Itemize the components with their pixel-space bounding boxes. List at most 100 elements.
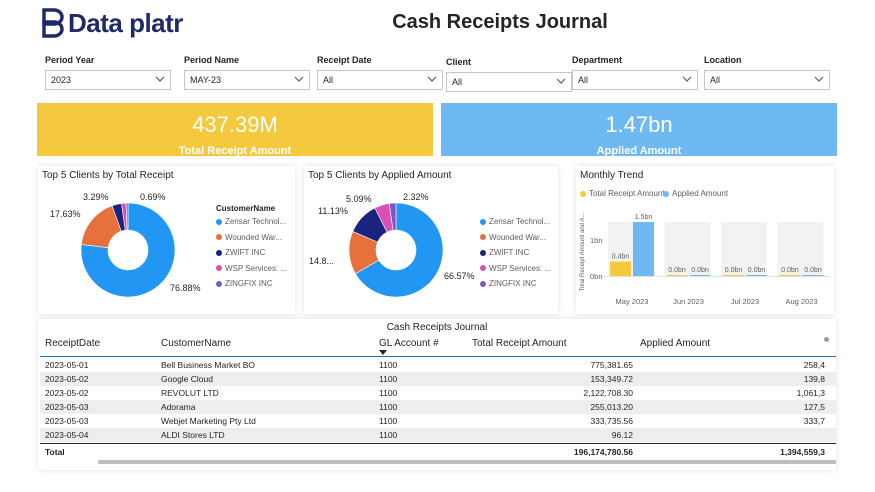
legend-title: CustomerName — [216, 204, 276, 213]
donut-applied-slice-0[interactable] — [355, 202, 444, 298]
bar-applied-amount-2[interactable] — [746, 275, 767, 276]
chevron-down-icon — [682, 76, 692, 82]
bar-total-receipt-amount-2[interactable] — [723, 275, 744, 276]
journal-table: Cash Receipts Journal ReceiptDate Custom… — [38, 319, 836, 470]
legend-swatch — [216, 265, 222, 271]
scroll-indicator[interactable] — [824, 337, 829, 342]
y-axis-title: Total Receipt Amount and A... — [580, 212, 586, 291]
filter-label: Department — [572, 55, 623, 65]
column-header[interactable]: Total Receipt Amount — [472, 338, 567, 349]
table-row[interactable]: 2023-05-03 Adorama 1100 255,013.20 127,5 — [40, 400, 836, 414]
legend-item[interactable]: ZINGFIX INC — [216, 279, 273, 288]
chevron-down-icon — [427, 76, 437, 82]
column-header[interactable]: CustomerName — [161, 338, 232, 349]
legend-item[interactable]: ZWIFT INC — [480, 248, 529, 257]
filter-label: Location — [704, 55, 742, 65]
column-header[interactable]: Applied Amount — [640, 338, 711, 349]
legend-label: ZWIFT INC — [225, 248, 266, 257]
legend-label: Zensar Technol... — [489, 217, 551, 226]
table-row[interactable]: 2023-05-02 REVOLUT LTD 1100 2,122,708.30 1,0… — [45, 388, 825, 398]
table-row[interactable]: 2023-05-03 Webjet Marketing Pty Ltd 1100 33… — [45, 416, 825, 426]
legend-swatch — [480, 280, 486, 287]
category-band — [664, 222, 711, 276]
dropdown-value: All — [452, 77, 463, 87]
y-tick-label: 0bn — [590, 272, 603, 281]
bar-applied-amount-0[interactable] — [633, 222, 654, 276]
legend-item[interactable]: Wounded War... — [216, 233, 282, 242]
slice-label: 14.8... — [309, 256, 335, 266]
donut-total-slice-0[interactable] — [80, 202, 176, 298]
dropdown-value: 2023 — [51, 75, 72, 85]
filter-label: Period Year — [45, 55, 95, 65]
brand-logo: Data platr — [40, 6, 183, 40]
legend-label: Total Receipt Amount — [589, 189, 665, 198]
department-dropdown[interactable]: All — [572, 70, 698, 90]
legend-item[interactable]: Zensar Technol... — [216, 217, 286, 226]
filter-label: Client — [446, 57, 472, 67]
bar-applied-amount-3[interactable] — [802, 275, 824, 276]
filter-label: Receipt Date — [317, 55, 372, 65]
table-row[interactable]: 2023-05-04 ALDI Stores LTD 1100 96.12 — [40, 428, 836, 442]
chevron-down-icon — [556, 78, 566, 84]
header-divider — [40, 356, 836, 357]
legend-label: Zensar Technol... — [225, 217, 287, 226]
horizontal-scrollbar[interactable] — [98, 460, 836, 464]
dropdown-value: All — [578, 75, 589, 85]
column-header[interactable]: GL Account # — [379, 338, 439, 349]
bar-applied-amount-1[interactable] — [689, 275, 711, 276]
table-row[interactable]: 2023-05-01 Bell Business Market BO 1100 775… — [45, 360, 825, 370]
category-band — [721, 222, 767, 276]
chart-title: Top 5 Clients by Applied Amount — [308, 170, 452, 181]
filter-period-year: Period Year 2023 — [45, 53, 171, 90]
donut-chart-applied — [348, 202, 444, 298]
legend-item: Total Receipt Amount — [580, 189, 665, 198]
receipt-date-dropdown[interactable]: All — [317, 70, 443, 90]
period-year-dropdown[interactable]: 2023 — [45, 70, 171, 90]
legend-item[interactable]: Wounded War... — [480, 233, 546, 242]
legend-swatch — [216, 218, 222, 225]
filter-receipt-date: Receipt Date All — [317, 53, 443, 90]
chevron-down-icon — [814, 76, 824, 82]
period-name-dropdown[interactable]: MAY-23 — [184, 70, 310, 90]
chevron-down-icon — [155, 76, 165, 82]
legend-label: WSP Services: ... — [225, 263, 288, 273]
x-tick-label: Jul 2023 — [731, 297, 759, 306]
bar-total-receipt-amount-3[interactable] — [779, 275, 801, 276]
chart-title: Monthly Trend — [580, 170, 644, 181]
filter-department: Department All — [572, 53, 698, 90]
legend-item[interactable]: WSP Services: ... — [480, 264, 551, 273]
legend-swatch — [216, 249, 222, 256]
page-title: Cash Receipts Journal — [392, 11, 608, 33]
bar-total-receipt-amount-1[interactable] — [666, 275, 688, 276]
filter-client: Client All — [446, 55, 572, 92]
filter-location: Location All — [704, 53, 830, 90]
data-label: 0.0bn — [748, 267, 766, 274]
donut-total-slice-4[interactable] — [125, 202, 129, 231]
legend-item[interactable]: WSP Services: ... — [216, 264, 287, 273]
table-row[interactable]: 2023-05-02 Google Cloud 1100 153,349.72 139,… — [40, 372, 836, 386]
chevron-down-icon — [294, 76, 304, 82]
legend-item[interactable]: ZWIFT INC — [216, 248, 265, 257]
sort-desc-icon[interactable] — [379, 350, 387, 356]
slice-label: 3.29% — [83, 192, 109, 202]
legend-item: Applied Amount — [663, 189, 728, 198]
column-header[interactable]: ReceiptDate — [45, 338, 101, 349]
bar-total-receipt-amount-0[interactable] — [610, 261, 631, 276]
bar-chart: Total Receipt Amount and A... 1bn 0bn 0.4bn… — [580, 212, 830, 306]
slice-label: 76.88% — [170, 283, 201, 293]
client-dropdown[interactable]: All — [446, 72, 572, 92]
kpi-label: Total Receipt Amount — [178, 145, 292, 157]
donut-applied-slice-4[interactable] — [388, 202, 397, 231]
legend-swatch — [663, 190, 669, 197]
legend-label: Applied Amount — [672, 189, 729, 198]
legend-swatch — [480, 218, 486, 225]
slice-label: 66.57% — [444, 271, 475, 281]
x-tick-label: Jun 2023 — [673, 297, 704, 306]
legend-item[interactable]: ZINGFIX INC — [480, 279, 537, 288]
kpi-label: Applied Amount — [596, 145, 682, 157]
location-dropdown[interactable]: All — [704, 70, 830, 90]
legend-item[interactable]: Zensar Technol... — [480, 217, 550, 226]
total-divider — [40, 443, 836, 444]
legend-label: ZWIFT INC — [489, 248, 530, 257]
